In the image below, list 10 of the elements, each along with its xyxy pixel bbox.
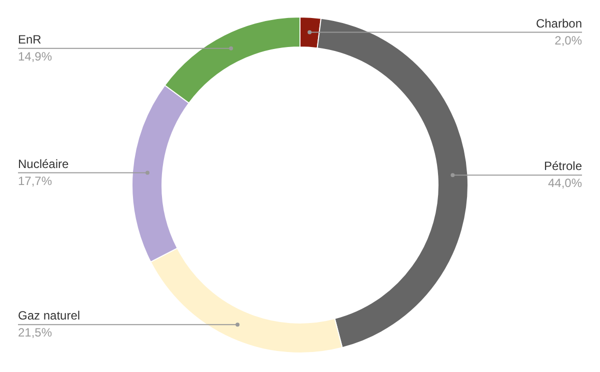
data-label: 14,9% [18, 49, 52, 64]
slice-label: Charbon [536, 16, 582, 30]
slice-label: Gaz naturel [18, 308, 80, 323]
data-label: 17,7% [18, 174, 52, 188]
slice-label: Pétrole [544, 159, 582, 174]
data-label: 21,5% [18, 326, 52, 340]
slice-label: Nucléaire [18, 156, 70, 171]
data-label: 44,0% [548, 176, 582, 190]
data-label: 2,0% [554, 33, 582, 48]
slice-label: EnR [18, 32, 42, 46]
